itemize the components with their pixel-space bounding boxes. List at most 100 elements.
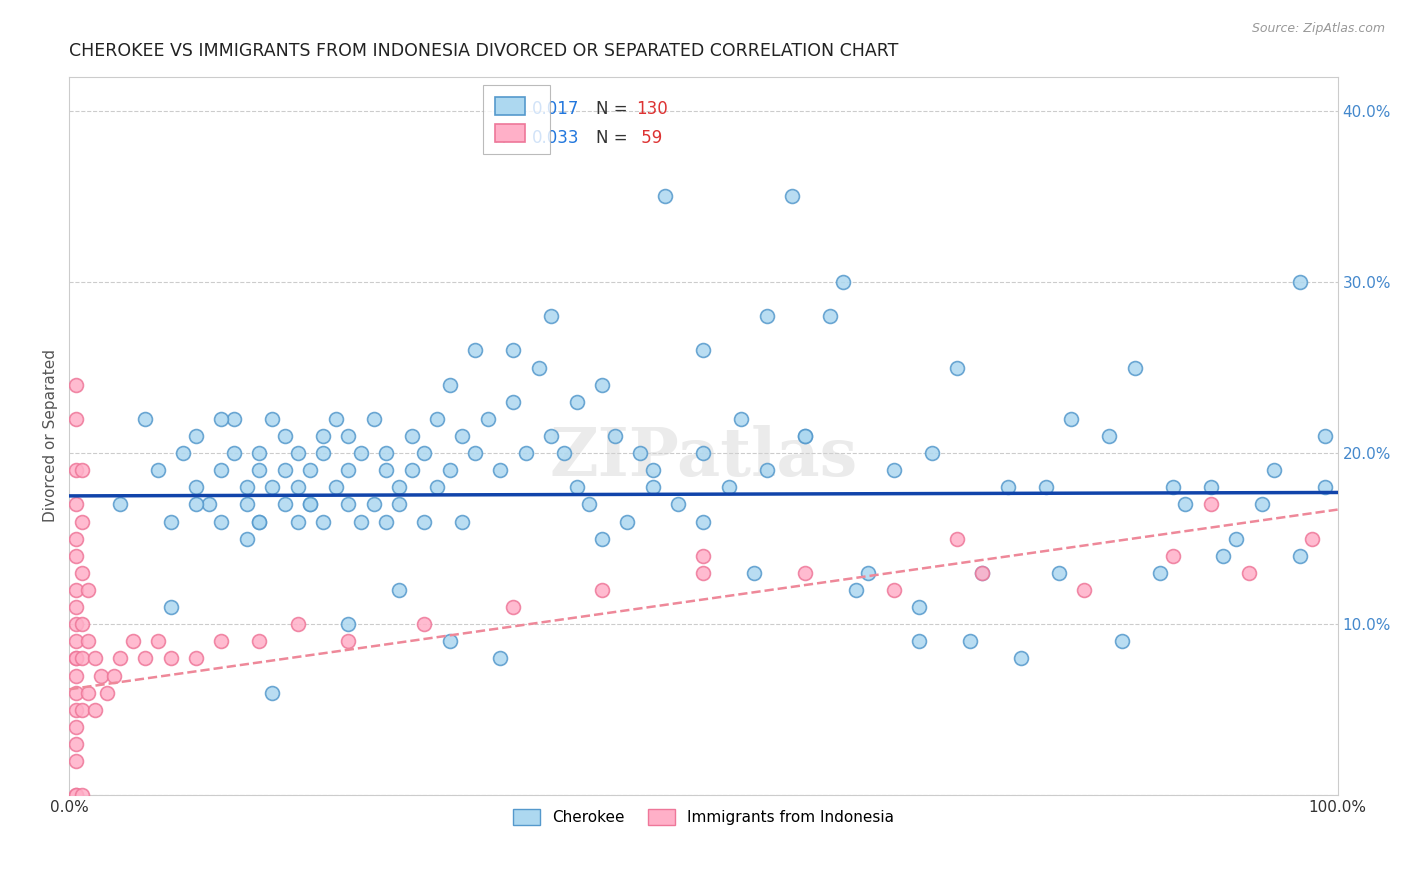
Point xyxy=(1098,429,1121,443)
Point xyxy=(692,515,714,529)
Point xyxy=(249,634,271,648)
Point xyxy=(249,515,271,529)
Point xyxy=(337,498,360,512)
Point xyxy=(413,617,436,632)
Point xyxy=(146,634,169,648)
Point xyxy=(1161,480,1184,494)
Point xyxy=(209,463,232,477)
Point xyxy=(65,463,87,477)
Point xyxy=(108,651,131,665)
Point xyxy=(820,309,842,323)
Point xyxy=(184,429,207,443)
Point xyxy=(439,463,461,477)
Point xyxy=(249,515,271,529)
Point xyxy=(540,429,562,443)
Point xyxy=(1149,566,1171,580)
Point xyxy=(591,582,613,597)
Point xyxy=(616,515,638,529)
Point xyxy=(641,480,664,494)
Point xyxy=(591,532,613,546)
Point xyxy=(236,532,259,546)
Point xyxy=(666,498,689,512)
Point xyxy=(224,412,246,426)
Point xyxy=(299,498,322,512)
Point xyxy=(401,429,423,443)
Point xyxy=(793,566,815,580)
Point xyxy=(287,515,309,529)
Point xyxy=(832,275,855,289)
Point xyxy=(628,446,651,460)
Point xyxy=(236,498,259,512)
Text: 0.017: 0.017 xyxy=(533,100,579,118)
Point xyxy=(274,498,297,512)
Point xyxy=(692,343,714,358)
Point xyxy=(65,754,87,768)
Point xyxy=(1288,275,1310,289)
Point xyxy=(1111,634,1133,648)
Point xyxy=(65,789,87,803)
Point xyxy=(959,634,981,648)
Point xyxy=(793,429,815,443)
Point xyxy=(755,463,778,477)
Point xyxy=(65,377,87,392)
Point xyxy=(1060,412,1083,426)
Point xyxy=(1073,582,1095,597)
Point xyxy=(325,480,347,494)
Point xyxy=(451,515,474,529)
Point xyxy=(921,446,943,460)
Point xyxy=(83,651,105,665)
Point xyxy=(65,686,87,700)
Point xyxy=(197,498,219,512)
Point xyxy=(489,463,512,477)
Point xyxy=(1250,498,1272,512)
Point xyxy=(184,498,207,512)
Point xyxy=(65,720,87,734)
Point xyxy=(946,532,969,546)
Text: N =: N = xyxy=(596,100,633,118)
Point xyxy=(426,412,449,426)
Point xyxy=(65,789,87,803)
Point xyxy=(755,309,778,323)
Point xyxy=(65,412,87,426)
Point xyxy=(908,600,931,615)
Point xyxy=(312,515,335,529)
Point xyxy=(184,480,207,494)
Point xyxy=(83,703,105,717)
Point xyxy=(1263,463,1285,477)
Point xyxy=(184,651,207,665)
Point xyxy=(121,634,143,648)
Point xyxy=(337,634,360,648)
Point xyxy=(159,651,181,665)
Point xyxy=(287,480,309,494)
Point xyxy=(65,634,87,648)
Point xyxy=(209,515,232,529)
Point xyxy=(540,309,562,323)
Point xyxy=(1225,532,1247,546)
Point xyxy=(1313,429,1336,443)
Point xyxy=(717,480,740,494)
Point xyxy=(654,189,676,203)
Point xyxy=(375,446,398,460)
Point xyxy=(1035,480,1057,494)
Point xyxy=(426,480,449,494)
Point xyxy=(70,463,93,477)
Point xyxy=(553,446,575,460)
Point xyxy=(159,600,181,615)
Point xyxy=(515,446,537,460)
Point xyxy=(70,566,93,580)
Point xyxy=(401,463,423,477)
Point xyxy=(1237,566,1260,580)
Point xyxy=(591,377,613,392)
Point xyxy=(883,463,905,477)
Point xyxy=(730,412,752,426)
Text: 130: 130 xyxy=(636,100,668,118)
Point xyxy=(793,429,815,443)
Point xyxy=(274,463,297,477)
Point xyxy=(262,686,284,700)
Point xyxy=(692,566,714,580)
Point xyxy=(388,498,411,512)
Point xyxy=(375,463,398,477)
Point xyxy=(692,549,714,563)
Point xyxy=(1212,549,1234,563)
Text: N =: N = xyxy=(596,128,633,146)
